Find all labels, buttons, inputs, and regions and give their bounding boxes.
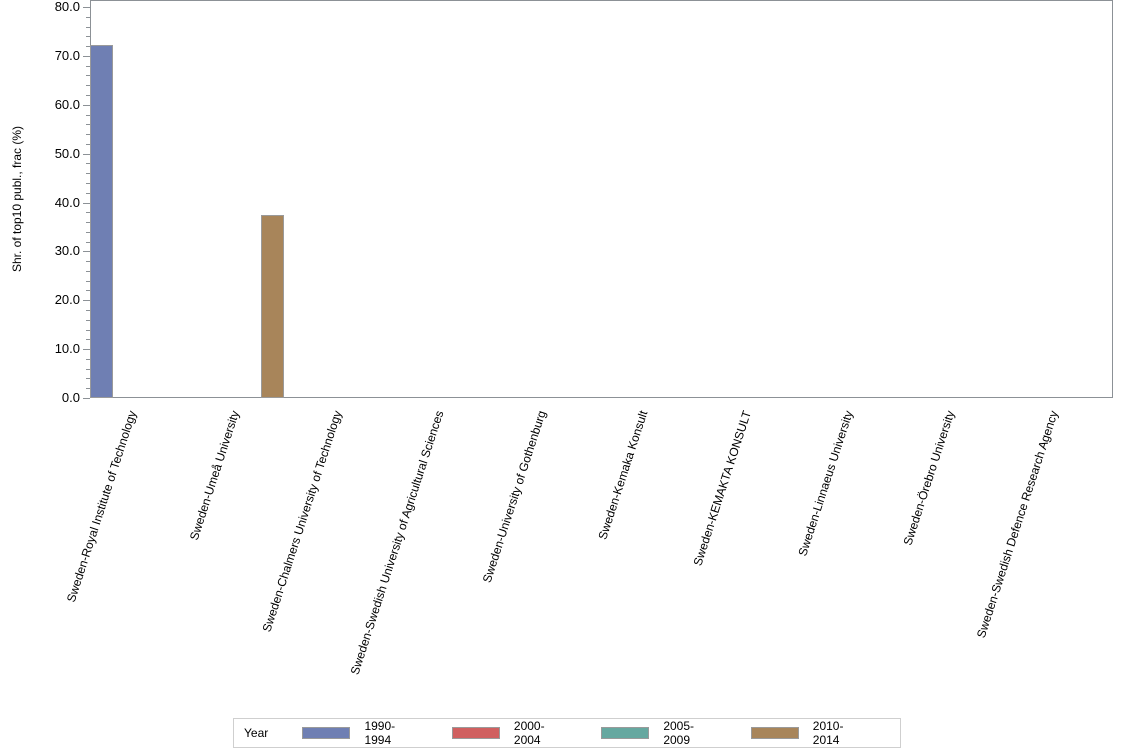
y-major-tick: [83, 7, 90, 8]
y-minor-tick: [86, 134, 90, 135]
y-minor-tick: [86, 173, 90, 174]
y-minor-tick: [86, 261, 90, 262]
y-tick-label: 70.0: [54, 47, 80, 63]
y-major-tick: [83, 105, 90, 106]
y-minor-tick: [86, 359, 90, 360]
y-minor-tick: [86, 36, 90, 37]
y-minor-tick: [86, 163, 90, 164]
y-minor-tick: [86, 212, 90, 213]
y-minor-tick: [86, 242, 90, 243]
y-tick-label: 40.0: [54, 194, 80, 210]
y-major-tick: [83, 203, 90, 204]
y-minor-tick: [86, 378, 90, 379]
x-tick-label: Sweden-Royal Institute of Technology: [63, 408, 140, 604]
y-axis-title: Shr. of top10 publ., frac (%): [10, 125, 24, 273]
y-minor-tick: [86, 75, 90, 76]
legend-swatch: [302, 727, 351, 739]
y-minor-tick: [86, 17, 90, 18]
x-tick-label: Sweden-Chalmers University of Technology: [259, 408, 345, 634]
y-minor-tick: [86, 281, 90, 282]
y-minor-tick: [86, 320, 90, 321]
legend-swatch: [601, 727, 650, 739]
y-minor-tick: [86, 95, 90, 96]
y-minor-tick: [86, 232, 90, 233]
y-major-tick: [83, 56, 90, 57]
y-minor-tick: [86, 388, 90, 389]
y-minor-tick: [86, 85, 90, 86]
y-tick-label: 0.0: [61, 390, 80, 405]
y-major-tick: [83, 398, 90, 399]
y-minor-tick: [86, 115, 90, 116]
y-minor-tick: [86, 46, 90, 47]
y-minor-tick: [86, 193, 90, 194]
y-minor-tick: [86, 183, 90, 184]
legend-label: 2010-2014: [812, 719, 844, 747]
x-tick-label: Sweden-University of Gothenburg: [479, 408, 549, 585]
y-minor-tick: [86, 369, 90, 370]
x-tick-label: Sweden-Umeå University: [187, 408, 243, 542]
legend-item: 1990-1994: [302, 719, 419, 747]
y-tick-label: 60.0: [54, 96, 80, 112]
legend-title: Year: [244, 726, 269, 740]
legend-label: 2005-2009: [663, 719, 695, 747]
y-tick-label: 10.0: [54, 341, 80, 357]
y-minor-tick: [86, 290, 90, 291]
legend-item: 2005-2009: [601, 719, 718, 747]
x-tick-label: Sweden-Swedish University of Agricultura…: [347, 408, 447, 677]
y-tick-label: 30.0: [54, 243, 80, 259]
y-tick-label: 50.0: [54, 145, 80, 161]
plot-area: [90, 0, 1113, 398]
bar: [90, 45, 113, 398]
y-minor-tick: [86, 27, 90, 28]
legend-swatch: [451, 727, 500, 739]
y-minor-tick: [86, 144, 90, 145]
bar: [261, 214, 285, 398]
y-minor-tick: [86, 271, 90, 272]
legend-label: 2000-2004: [513, 719, 545, 747]
x-tick-label: Sweden-Swedish Defence Research Agency: [973, 408, 1061, 640]
y-major-tick: [83, 154, 90, 155]
y-major-tick: [83, 300, 90, 301]
x-tick-label: Sweden-KEMAKTA KONSULT: [690, 408, 754, 568]
legend-swatch: [750, 727, 799, 739]
y-major-tick: [83, 349, 90, 350]
y-minor-tick: [86, 330, 90, 331]
y-minor-tick: [86, 222, 90, 223]
legend: Year 1990-1994 2000-2004 2005-2009 2010-201…: [233, 718, 901, 748]
y-minor-tick: [86, 339, 90, 340]
y-major-tick: [83, 251, 90, 252]
y-tick-label: 80.0: [54, 0, 80, 14]
legend-label: 1990-1994: [364, 719, 396, 747]
y-minor-tick: [86, 124, 90, 125]
y-tick-label: 20.0: [54, 292, 80, 308]
y-minor-tick: [86, 310, 90, 311]
legend-item: 2000-2004: [451, 719, 569, 747]
x-tick-label: Sweden-Kemaka Konsult: [595, 408, 651, 542]
x-tick-label: Sweden-Örebro University: [900, 408, 958, 547]
y-minor-tick: [86, 66, 90, 67]
x-tick-label: Sweden-Linnaeus University: [795, 408, 856, 558]
legend-item: 2010-2014: [750, 719, 868, 747]
